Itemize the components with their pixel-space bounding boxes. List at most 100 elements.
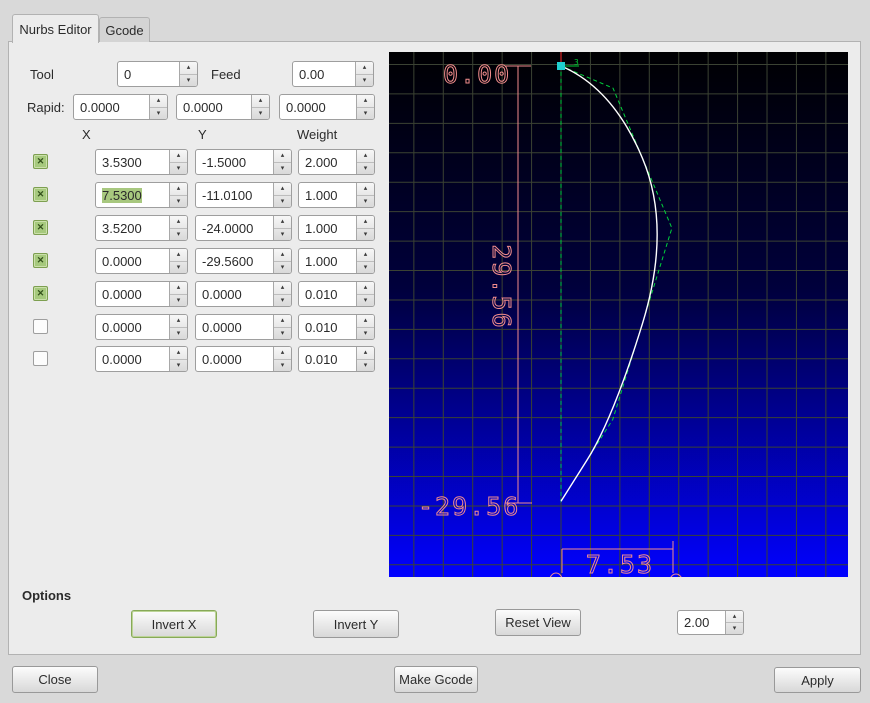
spin-down-icon[interactable]: ▾ xyxy=(357,161,374,175)
spin-down-icon[interactable]: ▾ xyxy=(274,161,291,175)
point-x-spinbox-steppers[interactable]: ▴ ▾ xyxy=(169,216,187,240)
spin-up-icon[interactable]: ▴ xyxy=(363,97,368,105)
point-x-spinbox-steppers[interactable]: ▴ ▾ xyxy=(169,282,187,306)
spin-down-icon[interactable]: ▾ xyxy=(356,73,373,87)
spin-down-icon[interactable]: ▾ xyxy=(357,260,374,274)
point-x-spinbox-steppers[interactable]: ▴ ▾ xyxy=(169,249,187,273)
rapid-z-value[interactable]: 0.0000 xyxy=(286,99,326,115)
spin-down-icon[interactable]: ▾ xyxy=(150,106,167,120)
spin-down-icon[interactable]: ▾ xyxy=(357,227,374,241)
point-weight-spinbox[interactable]: 2.000 ▴ ▾ xyxy=(298,149,375,175)
point-y-spinbox-steppers[interactable]: ▴ ▾ xyxy=(273,315,291,339)
spin-up-icon[interactable]: ▴ xyxy=(176,317,181,325)
zoom-value[interactable]: 2.00 xyxy=(684,615,710,630)
point-weight-spinbox-steppers[interactable]: ▴ ▾ xyxy=(356,282,374,306)
spin-up-icon[interactable]: ▴ xyxy=(280,284,285,292)
point-weight-spinbox-value[interactable]: 0.010 xyxy=(305,286,338,302)
zoom-steppers[interactable]: ▴ ▾ xyxy=(725,611,743,634)
point-weight-spinbox[interactable]: 0.010 ▴ ▾ xyxy=(298,314,375,340)
spin-up-icon[interactable]: ▴ xyxy=(732,613,737,620)
spin-up-icon[interactable]: ▴ xyxy=(280,349,285,357)
point-x-spinbox[interactable]: 3.5200 ▴ ▾ xyxy=(95,215,188,241)
point-y-spinbox-steppers[interactable]: ▴ ▾ xyxy=(273,150,291,174)
point-x-spinbox[interactable]: 0.0000 ▴ ▾ xyxy=(95,248,188,274)
spin-up-icon[interactable]: ▴ xyxy=(363,185,368,193)
spin-up-icon[interactable]: ▴ xyxy=(176,349,181,357)
point-y-spinbox-steppers[interactable]: ▴ ▾ xyxy=(273,282,291,306)
spin-up-icon[interactable]: ▴ xyxy=(176,152,181,160)
point-weight-spinbox[interactable]: 1.000 ▴ ▾ xyxy=(298,215,375,241)
invert-x-button[interactable]: Invert X xyxy=(131,610,217,638)
point-weight-spinbox-steppers[interactable]: ▴ ▾ xyxy=(356,249,374,273)
point-enable-checkbox[interactable]: ✕ xyxy=(33,187,48,202)
apply-button[interactable]: Apply xyxy=(774,667,861,693)
spin-down-icon[interactable]: ▾ xyxy=(274,260,291,274)
spin-up-icon[interactable]: ▴ xyxy=(363,317,368,325)
preview-plot[interactable]: 0.00 29.56 -29.56 7.53 3 xyxy=(389,52,848,577)
spin-up-icon[interactable]: ▴ xyxy=(363,284,368,292)
spin-down-icon[interactable]: ▾ xyxy=(726,622,743,634)
spin-up-icon[interactable]: ▴ xyxy=(363,152,368,160)
point-weight-spinbox[interactable]: 0.010 ▴ ▾ xyxy=(298,281,375,307)
spin-up-icon[interactable]: ▴ xyxy=(176,218,181,226)
feed-spinbox[interactable]: 0.00 ▴ ▾ xyxy=(292,61,374,87)
point-enable-checkbox[interactable]: ✕ xyxy=(33,253,48,268)
point-y-spinbox-value[interactable]: 0.0000 xyxy=(202,319,242,335)
spin-down-icon[interactable]: ▾ xyxy=(170,194,187,208)
point-x-spinbox-value[interactable]: 7.5300 xyxy=(96,183,169,207)
point-weight-spinbox-steppers[interactable]: ▴ ▾ xyxy=(356,347,374,371)
point-weight-spinbox-value[interactable]: 2.000 xyxy=(305,154,338,170)
invert-y-button[interactable]: Invert Y xyxy=(313,610,399,638)
rapid-z-spinbox[interactable]: 0.0000 ▴ ▾ xyxy=(279,94,375,120)
point-weight-spinbox-value[interactable]: 1.000 xyxy=(305,253,338,269)
spin-down-icon[interactable]: ▾ xyxy=(170,293,187,307)
spin-up-icon[interactable]: ▴ xyxy=(363,349,368,357)
spin-down-icon[interactable]: ▾ xyxy=(274,293,291,307)
spin-down-icon[interactable]: ▾ xyxy=(170,326,187,340)
spin-down-icon[interactable]: ▾ xyxy=(170,260,187,274)
reset-view-button[interactable]: Reset View xyxy=(495,609,581,636)
point-y-spinbox-value[interactable]: 0.0000 xyxy=(202,351,242,367)
point-weight-spinbox-value[interactable]: 0.010 xyxy=(305,351,338,367)
point-weight-spinbox-steppers[interactable]: ▴ ▾ xyxy=(356,315,374,339)
point-y-spinbox[interactable]: 0.0000 ▴ ▾ xyxy=(195,346,292,372)
spin-up-icon[interactable]: ▴ xyxy=(363,218,368,226)
point-enable-checkbox[interactable] xyxy=(33,319,48,334)
point-y-spinbox-value[interactable]: -11.0100 xyxy=(202,187,253,203)
point-y-spinbox-value[interactable]: -1.5000 xyxy=(202,154,247,170)
spin-up-icon[interactable]: ▴ xyxy=(362,64,367,72)
point-y-spinbox-steppers[interactable]: ▴ ▾ xyxy=(273,216,291,240)
rapid-x-value[interactable]: 0.0000 xyxy=(80,99,120,115)
point-y-spinbox[interactable]: 0.0000 ▴ ▾ xyxy=(195,314,292,340)
zoom-spinbox[interactable]: 2.00 ▴ ▾ xyxy=(677,610,744,635)
point-weight-spinbox-value[interactable]: 1.000 xyxy=(305,220,338,236)
spin-down-icon[interactable]: ▾ xyxy=(357,106,374,120)
tab-gcode[interactable]: Gcode xyxy=(99,17,150,42)
point-x-spinbox-value[interactable]: 0.0000 xyxy=(102,351,142,367)
point-y-spinbox-value[interactable]: -29.5600 xyxy=(202,253,254,269)
spin-up-icon[interactable]: ▴ xyxy=(176,251,181,259)
rapid-y-spinbox[interactable]: 0.0000 ▴ ▾ xyxy=(176,94,270,120)
point-x-spinbox[interactable]: 3.5300 ▴ ▾ xyxy=(95,149,188,175)
point-enable-checkbox[interactable] xyxy=(33,351,48,366)
point-weight-spinbox-value[interactable]: 0.010 xyxy=(305,319,338,335)
tool-value[interactable]: 0 xyxy=(124,66,132,82)
spin-up-icon[interactable]: ▴ xyxy=(156,97,161,105)
point-y-spinbox[interactable]: 0.0000 ▴ ▾ xyxy=(195,281,292,307)
rapid-x-spinbox[interactable]: 0.0000 ▴ ▾ xyxy=(73,94,168,120)
point-weight-spinbox[interactable]: 1.000 ▴ ▾ xyxy=(298,248,375,274)
point-x-spinbox-steppers[interactable]: ▴ ▾ xyxy=(169,183,187,207)
point-x-spinbox-value[interactable]: 3.5300 xyxy=(102,154,142,170)
close-button[interactable]: Close xyxy=(12,666,98,693)
point-enable-checkbox[interactable]: ✕ xyxy=(33,286,48,301)
make-gcode-button[interactable]: Make Gcode xyxy=(394,666,478,693)
spin-down-icon[interactable]: ▾ xyxy=(357,358,374,372)
point-y-spinbox[interactable]: -1.5000 ▴ ▾ xyxy=(195,149,292,175)
spin-down-icon[interactable]: ▾ xyxy=(357,293,374,307)
spin-up-icon[interactable]: ▴ xyxy=(280,152,285,160)
point-x-spinbox-value[interactable]: 0.0000 xyxy=(102,319,142,335)
point-weight-spinbox-steppers[interactable]: ▴ ▾ xyxy=(356,183,374,207)
point-x-spinbox-steppers[interactable]: ▴ ▾ xyxy=(169,315,187,339)
point-x-spinbox[interactable]: 7.5300 ▴ ▾ xyxy=(95,182,188,208)
point-y-spinbox-steppers[interactable]: ▴ ▾ xyxy=(273,183,291,207)
